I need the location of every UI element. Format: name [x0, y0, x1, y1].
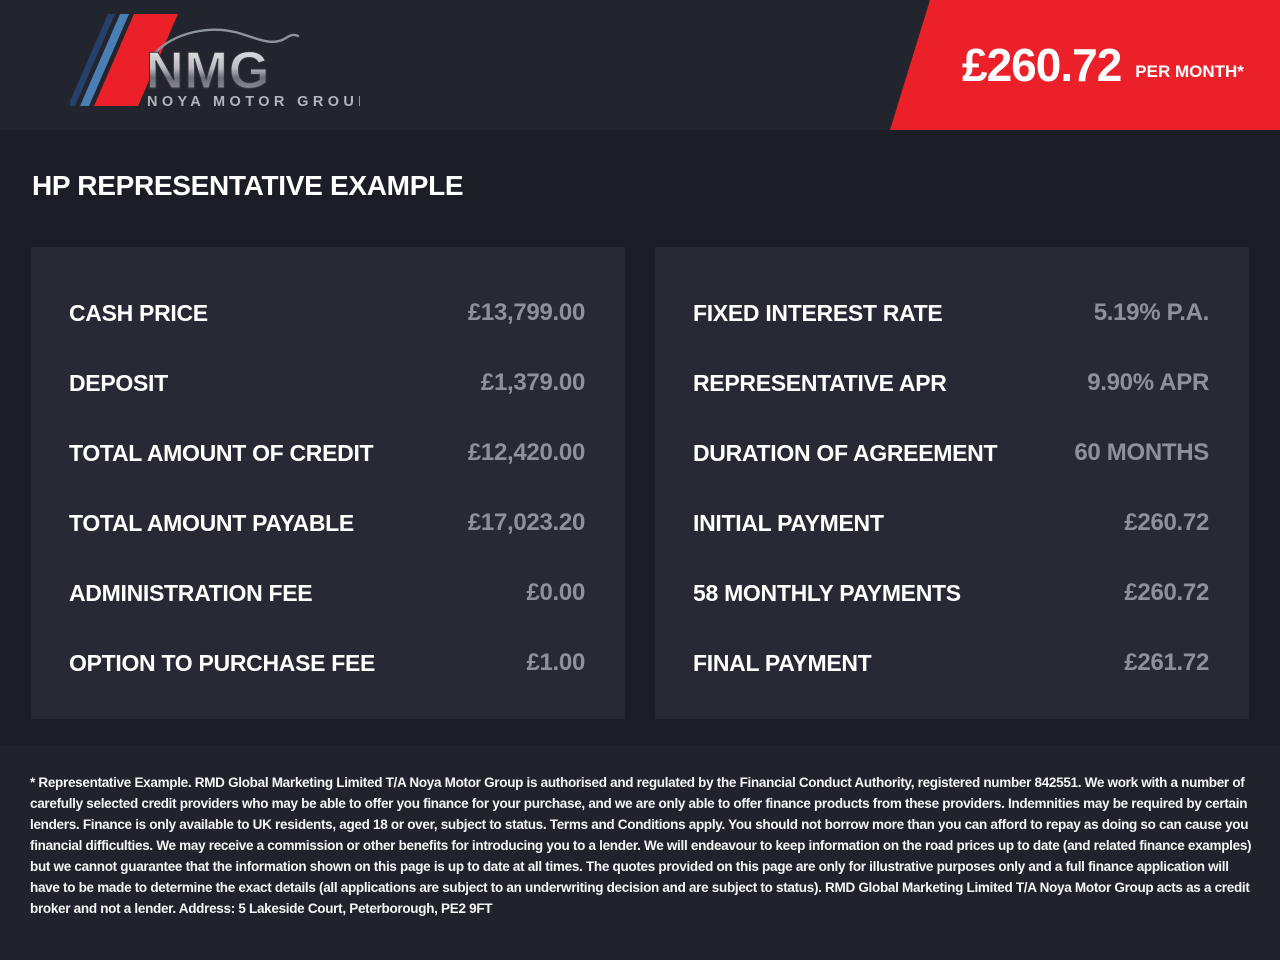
finance-label: OPTION TO PURCHASE FEE: [69, 649, 376, 676]
finance-label: TOTAL AMOUNT OF CREDIT: [69, 439, 374, 466]
finance-value: £261.72: [1124, 649, 1209, 676]
monthly-price-amount: £260.72: [962, 39, 1122, 91]
finance-value: £260.72: [1124, 509, 1209, 536]
finance-row: FINAL PAYMENT £261.72: [693, 628, 1209, 698]
finance-value: £0.00: [526, 579, 585, 606]
finance-value: £1.00: [526, 649, 585, 676]
finance-row: OPTION TO PURCHASE FEE £1.00: [69, 628, 585, 698]
finance-row: REPRESENTATIVE APR 9.90% APR: [693, 348, 1209, 418]
finance-panel-terms: FIXED INTEREST RATE 5.19% P.A. REPRESENT…: [655, 247, 1249, 719]
finance-value: 5.19% P.A.: [1093, 299, 1210, 326]
disclaimer-text: * Representative Example. RMD Global Mar…: [30, 775, 1252, 916]
footer: * Representative Example. RMD Global Mar…: [0, 745, 1280, 960]
finance-panels: CASH PRICE £13,799.00 DEPOSIT £1,379.00 …: [31, 247, 1249, 719]
finance-value: £260.72: [1124, 579, 1209, 606]
finance-row: DURATION OF AGREEMENT 60 MONTHS: [693, 418, 1209, 488]
finance-row: DEPOSIT £1,379.00: [69, 348, 585, 418]
finance-label: ADMINISTRATION FEE: [69, 579, 313, 606]
logo-company-name: NOYA MOTOR GROUP: [147, 94, 360, 108]
monthly-price-period: PER MONTH*: [1135, 62, 1244, 81]
finance-value: 9.90% APR: [1087, 369, 1209, 396]
finance-label: FIXED INTEREST RATE: [693, 299, 943, 326]
brand-logo: NMG NOYA MOTOR GROUP: [68, 12, 368, 110]
finance-label: REPRESENTATIVE APR: [693, 369, 947, 396]
car-silhouette-icon: [152, 28, 300, 56]
finance-label: DEPOSIT: [69, 369, 168, 396]
finance-panel-amounts: CASH PRICE £13,799.00 DEPOSIT £1,379.00 …: [31, 247, 625, 719]
finance-label: CASH PRICE: [69, 299, 208, 326]
finance-label: 58 MONTHLY PAYMENTS: [693, 579, 961, 606]
finance-value: £1,379.00: [480, 369, 585, 396]
header: NMG NOYA MOTOR GROUP £260.72 PER MONTH*: [0, 0, 1280, 130]
finance-value: £13,799.00: [467, 299, 585, 326]
finance-label: TOTAL AMOUNT PAYABLE: [69, 509, 354, 536]
finance-value: £12,420.00: [467, 439, 585, 466]
finance-label: DURATION OF AGREEMENT: [693, 439, 998, 466]
finance-label: INITIAL PAYMENT: [693, 509, 884, 536]
finance-row: TOTAL AMOUNT PAYABLE £17,023.20: [69, 488, 585, 558]
nmg-logo-icon: NMG NOYA MOTOR GROUP: [68, 14, 368, 110]
finance-row: CASH PRICE £13,799.00: [69, 278, 585, 348]
page-title: HP REPRESENTATIVE EXAMPLE: [32, 170, 464, 201]
main-content: HP REPRESENTATIVE EXAMPLE CASH PRICE £13…: [0, 130, 1280, 960]
finance-value: £17,023.20: [467, 509, 585, 536]
finance-row: ADMINISTRATION FEE £0.00: [69, 558, 585, 628]
monthly-price-banner: £260.72 PER MONTH*: [890, 0, 1280, 130]
finance-value: 60 MONTHS: [1074, 439, 1209, 466]
logo-abbreviation: NMG: [146, 42, 270, 100]
finance-row: FIXED INTEREST RATE 5.19% P.A.: [693, 278, 1209, 348]
logo-stripes-icon: [68, 14, 178, 106]
finance-row: TOTAL AMOUNT OF CREDIT £12,420.00: [69, 418, 585, 488]
finance-label: FINAL PAYMENT: [693, 649, 872, 676]
finance-row: 58 MONTHLY PAYMENTS £260.72: [693, 558, 1209, 628]
finance-row: INITIAL PAYMENT £260.72: [693, 488, 1209, 558]
